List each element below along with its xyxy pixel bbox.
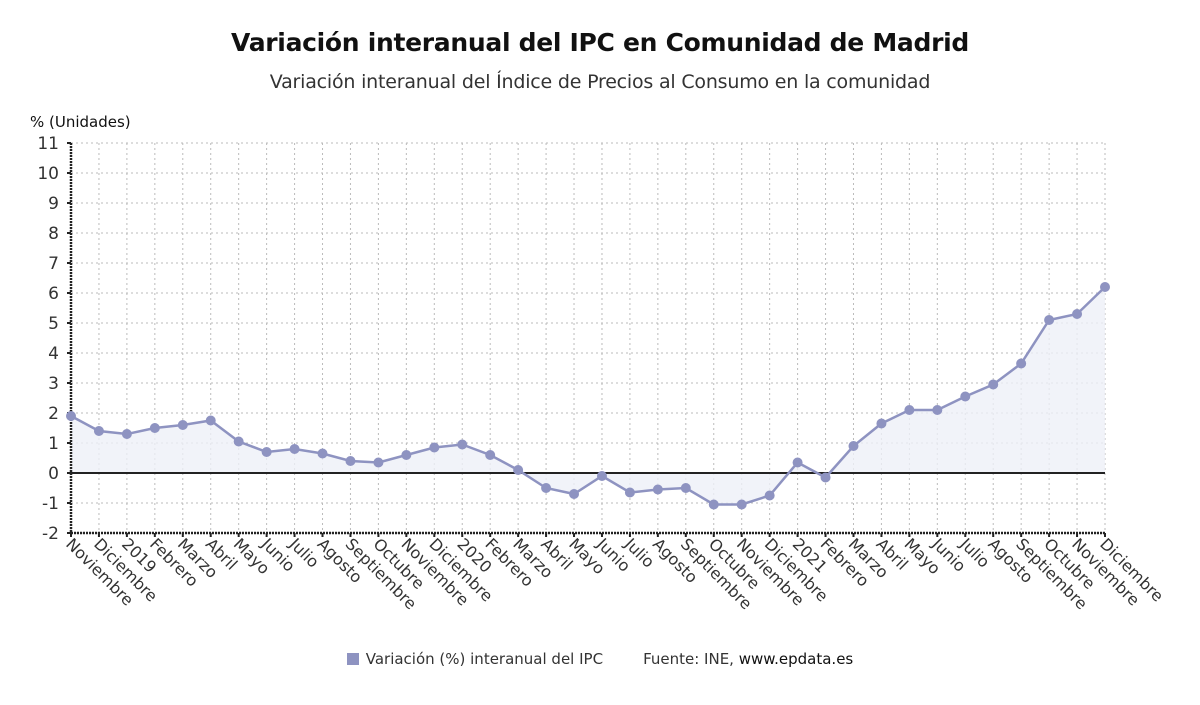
y-tick-labels: -2 -1 0 1 2 3 4 5 6 7 8 9 10 11 xyxy=(37,134,59,544)
y-tick-label: 1 xyxy=(48,434,59,454)
legend: Variación (%) interanual del IPC Fuente:… xyxy=(0,650,1200,668)
data-point[interactable] xyxy=(177,420,188,430)
data-point[interactable] xyxy=(569,489,580,499)
series-markers xyxy=(66,282,1110,510)
data-point[interactable] xyxy=(66,411,76,421)
chart-title: Variación interanual del IPC en Comunida… xyxy=(231,28,969,57)
data-point[interactable] xyxy=(485,450,496,460)
x-tick-labels: NoviembreDiciembre2019FebreroMarzoAbrilM… xyxy=(62,534,1167,614)
y-axis-label: % (Unidades) xyxy=(30,113,131,131)
data-point[interactable] xyxy=(932,405,943,415)
data-point[interactable] xyxy=(792,457,803,468)
data-point[interactable] xyxy=(1100,282,1110,292)
legend-swatch xyxy=(346,653,359,665)
data-point[interactable] xyxy=(401,450,412,460)
axes xyxy=(67,142,1106,537)
data-point[interactable] xyxy=(876,418,887,429)
y-tick-label: 0 xyxy=(48,464,59,484)
y-tick-label: -1 xyxy=(42,494,59,514)
y-tick-label: -2 xyxy=(42,524,59,544)
data-point[interactable] xyxy=(345,456,356,466)
data-point[interactable] xyxy=(596,471,607,481)
y-tick-label: 8 xyxy=(48,224,59,244)
data-point[interactable] xyxy=(736,499,747,510)
data-point[interactable] xyxy=(261,447,272,457)
y-tick-label: 10 xyxy=(37,164,59,184)
data-point[interactable] xyxy=(764,490,775,501)
data-point[interactable] xyxy=(680,483,691,493)
data-point[interactable] xyxy=(149,423,160,433)
source-site: www.epdata.es xyxy=(738,650,854,668)
data-point[interactable] xyxy=(1072,309,1083,319)
data-point[interactable] xyxy=(1044,315,1055,325)
data-point[interactable] xyxy=(988,379,999,390)
legend-item[interactable]: Variación (%) interanual del IPC xyxy=(346,650,604,668)
chart-subtitle: Variación interanual del Índice de Preci… xyxy=(269,71,931,93)
y-tick-label: 3 xyxy=(48,374,59,394)
y-tick-label: 6 xyxy=(48,284,59,304)
y-tick-label: 5 xyxy=(48,314,59,334)
data-point[interactable] xyxy=(1016,358,1027,369)
y-tick-label: 7 xyxy=(48,254,59,274)
data-point[interactable] xyxy=(652,484,663,495)
y-tick-label: 9 xyxy=(48,194,59,214)
data-point[interactable] xyxy=(121,429,132,439)
data-point[interactable] xyxy=(205,415,216,426)
data-point[interactable] xyxy=(541,483,552,493)
data-point[interactable] xyxy=(457,439,468,450)
data-point[interactable] xyxy=(904,405,915,415)
source-prefix: Fuente: INE, xyxy=(643,650,739,668)
data-point[interactable] xyxy=(708,499,719,510)
source-note: Fuente: INE, www.epdata.es xyxy=(643,650,853,668)
y-tick-label: 11 xyxy=(37,134,59,154)
y-tick-label: 2 xyxy=(48,404,59,424)
data-point[interactable] xyxy=(233,436,244,447)
data-point[interactable] xyxy=(513,465,524,475)
grid-lines xyxy=(70,142,1106,534)
data-point[interactable] xyxy=(960,391,971,402)
legend-label: Variación (%) interanual del IPC xyxy=(365,650,604,668)
data-point[interactable] xyxy=(624,487,635,498)
data-point[interactable] xyxy=(317,448,328,459)
data-point[interactable] xyxy=(429,442,440,453)
data-point[interactable] xyxy=(93,426,104,436)
data-point[interactable] xyxy=(289,444,300,454)
data-point[interactable] xyxy=(373,457,384,468)
series-area xyxy=(71,287,1105,505)
data-point[interactable] xyxy=(848,441,859,451)
data-point[interactable] xyxy=(820,472,831,483)
y-tick-label: 4 xyxy=(48,344,59,364)
